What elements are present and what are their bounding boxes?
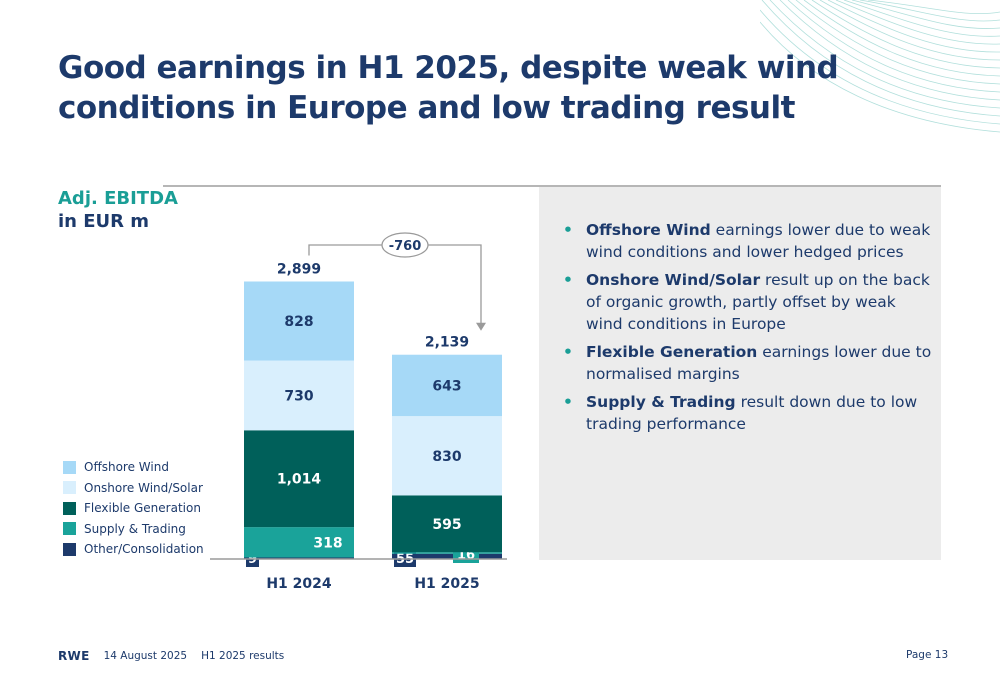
legend-item: Flexible Generation: [63, 498, 204, 519]
legend-item: Offshore Wind: [63, 457, 204, 478]
change-bubble: [381, 232, 429, 258]
legend-label: Onshore Wind/Solar: [84, 480, 203, 495]
footer-doc: H1 2025 results: [201, 650, 285, 662]
legend-item: Supply & Trading: [63, 519, 204, 540]
commentary-bullets: • Offshore Wind earnings lower due to wea…: [563, 219, 935, 441]
x-tick-label: H1 2024: [266, 576, 332, 592]
bullet-icon: •: [563, 221, 573, 239]
bullet-text: earnings lower due to weak wind conditio…: [586, 221, 931, 261]
legend-label: Supply & Trading: [84, 521, 186, 536]
bar-segment: [244, 360, 354, 431]
chart-legend: Offshore Wind Onshore Wind/Solar Flexibl…: [63, 457, 204, 560]
bullet-item: • Supply & Trading result down due to low…: [563, 391, 935, 435]
bullet-item: • Onshore Wind/Solar result up on the bac…: [563, 269, 935, 335]
legend-swatch: [63, 522, 76, 536]
bar-segment: [244, 430, 354, 528]
divider-line: [163, 185, 941, 187]
data-label: 643: [432, 378, 461, 394]
bar-segment: [392, 354, 502, 417]
bullet-bold: Offshore Wind: [586, 221, 711, 239]
bullet-bold: Supply & Trading: [586, 393, 736, 411]
bar-segment: [392, 495, 502, 553]
bullet-item: • Offshore Wind earnings lower due to wea…: [563, 219, 935, 263]
footer-date: 14 August 2025: [103, 650, 188, 662]
data-label: 830: [432, 449, 461, 465]
bullet-text: result down due to low trading performan…: [586, 393, 918, 433]
bar-segment: [244, 527, 354, 558]
bullet-item: • Flexible Generation earnings lower due …: [563, 341, 935, 385]
change-arrow-head-icon: [476, 322, 486, 331]
legend-swatch: [63, 460, 76, 474]
legend-swatch: [63, 501, 76, 515]
legend-label: Other/Consolidation: [84, 542, 204, 557]
rwe-logo: RWE: [58, 649, 90, 663]
bullet-bold: Onshore Wind/Solar: [586, 271, 761, 289]
total-label: 2,139: [425, 335, 469, 351]
bullet-text: result up on the back of organic growth,…: [586, 271, 930, 333]
bullet-text: earnings lower due to normalised margins: [586, 343, 932, 383]
legend-label: Offshore Wind: [84, 460, 169, 475]
bullet-bold: Flexible Generation: [586, 343, 758, 361]
bullet-icon: •: [563, 343, 573, 361]
footer: RWE 14 August 2025 H1 2025 results: [58, 649, 284, 663]
bar-segment: [392, 553, 502, 559]
chart-subtitle-unit: in EUR m: [58, 211, 150, 232]
data-label: 318: [313, 535, 342, 551]
decorative-wave-lines: [760, 0, 1000, 133]
bar-segment: [392, 416, 502, 496]
chart-subtitle-metric: Adj. EBITDA: [58, 188, 178, 209]
legend-label: Flexible Generation: [84, 501, 201, 516]
bar-segment: [392, 552, 502, 554]
change-label: -760: [389, 239, 422, 254]
legend-item: Other/Consolidation: [63, 539, 204, 560]
data-label: 595: [432, 517, 461, 533]
bar-segment: [244, 281, 354, 361]
legend-swatch: [63, 481, 76, 495]
bullet-icon: •: [563, 271, 573, 289]
bullet-icon: •: [563, 393, 573, 411]
page-title: Good earnings in H1 2025, despite weak w…: [58, 50, 839, 126]
data-label: 730: [284, 388, 313, 404]
legend-item: Onshore Wind/Solar: [63, 478, 204, 499]
data-label: 1,014: [277, 472, 322, 488]
page-number: Page 13: [906, 649, 949, 661]
data-label: 828: [284, 314, 313, 330]
commentary-panel: [539, 187, 941, 560]
legend-swatch: [63, 542, 76, 556]
total-label: 2,899: [277, 262, 321, 278]
x-tick-label: H1 2025: [414, 576, 479, 592]
